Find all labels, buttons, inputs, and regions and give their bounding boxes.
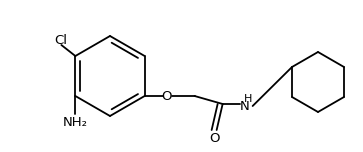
Text: N: N: [240, 100, 249, 112]
Text: Cl: Cl: [54, 33, 68, 47]
Text: O: O: [162, 90, 172, 102]
Text: NH₂: NH₂: [63, 116, 88, 128]
Text: H: H: [244, 94, 252, 104]
Text: O: O: [209, 133, 220, 145]
